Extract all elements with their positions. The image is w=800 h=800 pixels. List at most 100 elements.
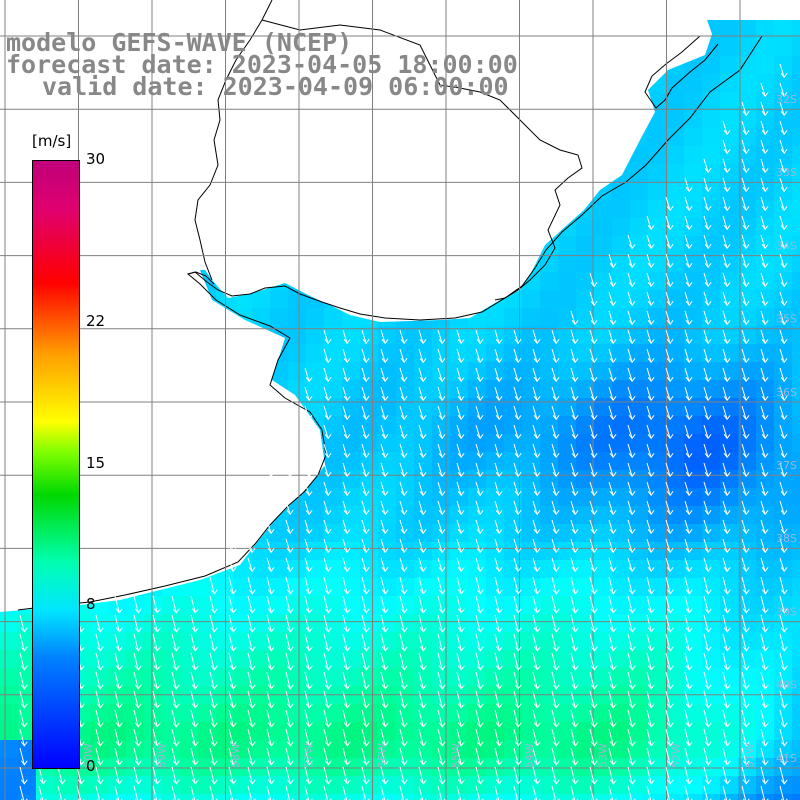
wind-arrow-shaft <box>779 177 785 192</box>
wind-arrow <box>703 272 712 288</box>
wind-arrow-shaft <box>703 519 709 534</box>
wind-arrow-shaft <box>646 405 652 420</box>
wind-arrow-shaft <box>684 329 690 344</box>
wind-speed-cell <box>630 200 649 219</box>
wind-arrow-head <box>723 529 731 535</box>
wind-speed-cell <box>324 794 343 800</box>
wind-speed-cell <box>558 380 577 399</box>
wind-arrow-head <box>723 187 731 193</box>
latitude-label: 38S <box>776 532 797 545</box>
wind-speed-cell <box>414 434 433 453</box>
wind-arrow-head <box>704 187 712 193</box>
wind-speed-cell <box>306 578 325 597</box>
wind-speed-cell <box>594 416 613 435</box>
wind-arrow <box>456 405 465 421</box>
wind-arrow-head <box>533 472 541 478</box>
wind-speed-cell <box>756 398 775 417</box>
wind-speed-cell <box>324 326 343 345</box>
wind-arrow-head <box>438 415 446 421</box>
wind-arrow-head <box>381 510 389 516</box>
wind-arrow-head <box>742 358 750 364</box>
wind-speed-cell <box>702 740 721 759</box>
wind-speed-cell <box>288 344 307 363</box>
wind-arrow-head <box>780 73 788 79</box>
wind-arrow-shaft <box>627 367 633 382</box>
wind-arrow <box>323 443 332 459</box>
wind-speed-cell <box>270 722 289 741</box>
wind-speed-cell <box>630 470 649 489</box>
wind-speed-cell <box>684 254 703 273</box>
wind-arrow-head <box>761 510 769 516</box>
wind-arrow-shaft <box>418 367 424 382</box>
wind-speed-cell <box>702 128 721 147</box>
wind-speed-cell <box>756 20 775 39</box>
wind-speed-cell <box>792 38 800 57</box>
wind-speed-cell <box>684 182 703 201</box>
wind-speed-cell <box>594 344 613 363</box>
wind-speed-cell <box>576 470 595 489</box>
wind-arrow <box>627 500 636 516</box>
wind-arrow <box>589 291 598 307</box>
wind-speed-cell <box>504 596 523 615</box>
wind-arrow-shaft <box>627 253 633 268</box>
wind-speed-cell <box>576 578 595 597</box>
wind-speed-cell <box>504 308 523 327</box>
wind-speed-cell <box>738 290 757 309</box>
wind-arrow <box>494 443 503 459</box>
wind-speed-cell <box>450 416 469 435</box>
wind-speed-cell <box>774 164 793 183</box>
wind-arrow-head <box>647 548 655 554</box>
wind-speed-cell <box>738 398 757 417</box>
wind-arrow-head <box>267 491 275 497</box>
wind-speed-cell <box>684 542 703 561</box>
wind-arrow <box>437 500 446 516</box>
wind-arrow <box>323 386 332 402</box>
wind-speed-cell <box>576 794 595 800</box>
wind-arrow-head <box>362 339 370 345</box>
wind-arrow-head <box>571 415 579 421</box>
wind-arrow-head <box>704 168 712 174</box>
wind-arrow <box>399 329 408 345</box>
wind-arrow-head <box>609 453 617 459</box>
wind-arrow <box>304 424 313 440</box>
wind-arrow-shaft <box>380 538 386 553</box>
wind-arrow <box>513 538 522 554</box>
wind-speed-cell <box>558 794 577 800</box>
wind-arrow-head <box>685 396 693 402</box>
wind-speed-cell <box>702 704 721 723</box>
wind-speed-cell <box>792 362 800 381</box>
wind-speed-cell <box>792 128 800 147</box>
wind-arrow-shaft <box>646 215 652 230</box>
wind-arrow-head <box>628 339 636 345</box>
wind-arrow-head <box>647 358 655 364</box>
wind-arrow-shaft <box>779 158 785 173</box>
wind-speed-cell <box>522 794 541 800</box>
wind-arrow <box>551 500 560 516</box>
wind-speed-cell <box>144 686 163 705</box>
wind-arrow-head <box>552 472 560 478</box>
wind-arrow-shaft <box>418 443 424 458</box>
wind-speed-cell <box>486 776 505 795</box>
wind-speed-cell <box>414 362 433 381</box>
wind-arrow <box>665 367 674 383</box>
wind-speed-cell <box>774 794 793 800</box>
wind-speed-cell <box>378 614 397 633</box>
wind-speed-cell <box>306 668 325 687</box>
wind-arrow-shaft <box>703 443 709 458</box>
wind-arrow-head <box>723 396 731 402</box>
wind-arrow <box>570 443 579 459</box>
wind-speed-cell <box>612 398 631 417</box>
wind-arrow <box>304 367 313 383</box>
wind-speed-cell <box>540 740 559 759</box>
wind-speed-cell <box>504 326 523 345</box>
wind-speed-cell <box>324 776 343 795</box>
wind-speed-cell <box>486 560 505 579</box>
wind-arrow <box>570 348 579 364</box>
wind-speed-cell <box>162 650 181 669</box>
wind-speed-cell <box>306 398 325 417</box>
wind-arrow <box>304 481 313 497</box>
wind-speed-cell <box>666 92 685 111</box>
wind-arrow <box>418 481 427 497</box>
wind-arrow <box>722 405 731 421</box>
wind-arrow-shaft <box>722 215 728 230</box>
